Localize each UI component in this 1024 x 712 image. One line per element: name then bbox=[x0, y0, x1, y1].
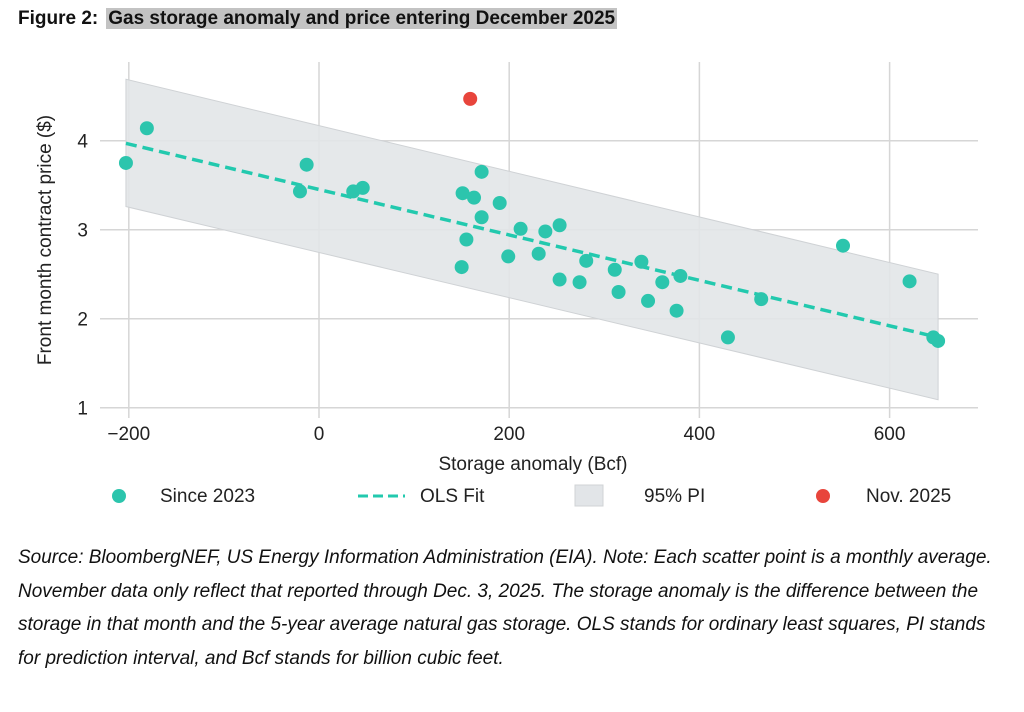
figure-title: Figure 2: Gas storage anomaly and price e… bbox=[18, 8, 618, 30]
point-since-2023 bbox=[455, 186, 470, 201]
legend-label-pi: 95% PI bbox=[644, 486, 705, 507]
point-since-2023 bbox=[355, 180, 370, 195]
x-axis-label: Storage anomaly (Bcf) bbox=[438, 454, 627, 475]
point-since-2023 bbox=[611, 285, 626, 299]
point-since-2023 bbox=[118, 155, 133, 170]
figure-title-text: Gas storage anomaly and price entering D… bbox=[106, 8, 618, 29]
legend-marker-since-2023 bbox=[112, 489, 126, 503]
figure-caption: Source: BloombergNEF, US Energy Informat… bbox=[18, 547, 992, 669]
ols-fit-line bbox=[125, 141, 939, 340]
figure-label: Figure 2: bbox=[18, 8, 99, 29]
point-since-2023 bbox=[607, 262, 622, 277]
point-since-2023 bbox=[474, 210, 489, 225]
point-since-2023 bbox=[720, 330, 735, 345]
y-tick-label: 3 bbox=[77, 221, 88, 242]
point-since-2023 bbox=[538, 224, 553, 239]
legend: Since 2023 OLS Fit 95% PI Nov. 2025 bbox=[112, 484, 951, 507]
point-since-2023 bbox=[641, 293, 656, 308]
point-since-2023 bbox=[634, 254, 649, 269]
x-tick-label: 200 bbox=[493, 424, 525, 445]
point-since-2023 bbox=[531, 246, 546, 261]
legend-marker-pi bbox=[574, 484, 604, 507]
y-tick-label: 2 bbox=[77, 310, 88, 331]
point-since-2023 bbox=[474, 164, 489, 179]
y-axis-label: Front month contract price ($) bbox=[35, 115, 56, 365]
point-since-2023 bbox=[931, 333, 946, 348]
point-since-2023 bbox=[299, 157, 314, 172]
point-since-2023 bbox=[673, 268, 688, 283]
x-tick-label: 0 bbox=[314, 424, 325, 445]
x-tick-label: 600 bbox=[874, 424, 906, 445]
point-since-2023 bbox=[572, 275, 587, 290]
point-since-2023 bbox=[459, 232, 474, 247]
scatter-points bbox=[118, 91, 946, 348]
point-nov-2025 bbox=[463, 91, 478, 106]
point-since-2023 bbox=[139, 121, 154, 136]
ols-fit bbox=[125, 141, 939, 340]
point-since-2023 bbox=[467, 190, 482, 205]
point-since-2023 bbox=[669, 303, 684, 318]
legend-label-ols: OLS Fit bbox=[420, 486, 485, 507]
point-since-2023 bbox=[754, 292, 769, 307]
x-tick-label: −200 bbox=[107, 424, 150, 445]
point-since-2023 bbox=[579, 253, 594, 268]
scatter-chart: −200 0 200 400 600 1 2 3 4 Storage anomaly (Bcf)… bbox=[35, 62, 978, 507]
y-tick-label: 4 bbox=[77, 132, 88, 153]
point-since-2023 bbox=[552, 218, 567, 233]
point-since-2023 bbox=[492, 196, 507, 210]
y-tick-label: 1 bbox=[77, 399, 88, 420]
point-since-2023 bbox=[501, 249, 516, 264]
legend-label-since-2023: Since 2023 bbox=[160, 486, 255, 507]
point-since-2023 bbox=[513, 221, 528, 236]
legend-marker-nov-2025 bbox=[816, 489, 830, 503]
point-since-2023 bbox=[655, 275, 670, 290]
legend-label-nov-2025: Nov. 2025 bbox=[866, 486, 951, 507]
point-since-2023 bbox=[902, 274, 917, 289]
point-since-2023 bbox=[552, 272, 567, 287]
tick-labels: −200 0 200 400 600 1 2 3 4 bbox=[77, 132, 905, 445]
x-tick-label: 400 bbox=[684, 424, 716, 445]
point-since-2023 bbox=[292, 184, 307, 199]
point-since-2023 bbox=[836, 238, 851, 253]
point-since-2023 bbox=[454, 260, 469, 275]
